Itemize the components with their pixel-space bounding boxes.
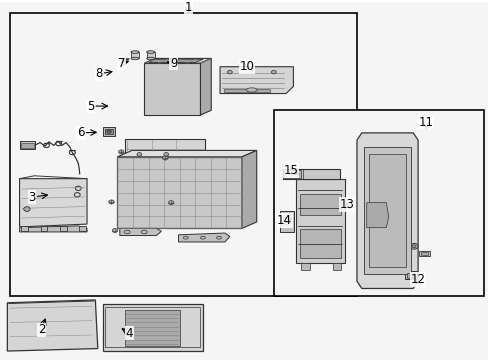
Polygon shape bbox=[20, 179, 87, 227]
Text: 6: 6 bbox=[77, 126, 84, 139]
Ellipse shape bbox=[112, 229, 117, 233]
Bar bbox=[284, 170, 301, 178]
Ellipse shape bbox=[216, 236, 221, 239]
Bar bbox=[418, 251, 429, 256]
Bar bbox=[273, 110, 483, 296]
Text: 12: 12 bbox=[410, 273, 425, 286]
Text: 9: 9 bbox=[169, 57, 177, 69]
Polygon shape bbox=[368, 154, 405, 267]
Ellipse shape bbox=[108, 200, 114, 204]
Ellipse shape bbox=[141, 230, 147, 234]
Polygon shape bbox=[149, 59, 203, 62]
Ellipse shape bbox=[200, 236, 205, 239]
Ellipse shape bbox=[106, 130, 111, 133]
Polygon shape bbox=[117, 150, 256, 157]
Text: 5: 5 bbox=[86, 100, 94, 113]
Ellipse shape bbox=[285, 221, 288, 222]
Polygon shape bbox=[332, 264, 341, 270]
Ellipse shape bbox=[137, 153, 142, 156]
Bar bbox=[21, 143, 34, 148]
Polygon shape bbox=[366, 203, 388, 228]
Bar bbox=[21, 226, 28, 231]
Polygon shape bbox=[200, 58, 211, 115]
Ellipse shape bbox=[131, 51, 139, 53]
Ellipse shape bbox=[246, 88, 257, 92]
Text: 10: 10 bbox=[239, 60, 254, 73]
Bar bbox=[104, 129, 113, 134]
Bar bbox=[102, 127, 115, 136]
Bar bbox=[117, 157, 242, 228]
Bar bbox=[279, 211, 294, 232]
Bar bbox=[124, 139, 205, 153]
Ellipse shape bbox=[271, 70, 276, 74]
Ellipse shape bbox=[163, 153, 168, 156]
Polygon shape bbox=[300, 264, 309, 270]
Bar bbox=[131, 52, 139, 58]
Text: 13: 13 bbox=[339, 198, 354, 211]
Bar bbox=[124, 310, 180, 346]
Polygon shape bbox=[242, 150, 256, 228]
Ellipse shape bbox=[183, 236, 188, 239]
Ellipse shape bbox=[168, 201, 174, 204]
Ellipse shape bbox=[146, 51, 154, 53]
Bar bbox=[299, 229, 340, 258]
Bar bbox=[404, 271, 416, 279]
Polygon shape bbox=[364, 147, 410, 274]
Bar bbox=[79, 226, 85, 231]
Polygon shape bbox=[144, 63, 200, 115]
Bar bbox=[295, 179, 344, 264]
Bar bbox=[20, 141, 35, 149]
Text: 4: 4 bbox=[125, 327, 133, 340]
Text: 1: 1 bbox=[184, 1, 192, 14]
Text: 2: 2 bbox=[38, 323, 45, 336]
Bar bbox=[146, 52, 154, 58]
Bar bbox=[299, 194, 340, 215]
Polygon shape bbox=[20, 226, 87, 232]
Ellipse shape bbox=[283, 219, 290, 224]
Ellipse shape bbox=[227, 70, 232, 74]
Bar bbox=[406, 273, 414, 278]
Text: 11: 11 bbox=[418, 116, 433, 129]
Polygon shape bbox=[220, 67, 293, 94]
Ellipse shape bbox=[411, 245, 415, 248]
Bar bbox=[102, 304, 203, 351]
Ellipse shape bbox=[131, 57, 139, 60]
Ellipse shape bbox=[409, 243, 417, 249]
Ellipse shape bbox=[23, 207, 30, 211]
Polygon shape bbox=[356, 133, 417, 288]
Text: 7: 7 bbox=[117, 57, 125, 69]
Polygon shape bbox=[144, 58, 211, 63]
Ellipse shape bbox=[119, 150, 124, 154]
Ellipse shape bbox=[124, 59, 128, 62]
Bar bbox=[224, 89, 269, 92]
Bar bbox=[41, 226, 47, 231]
Ellipse shape bbox=[162, 156, 168, 160]
Polygon shape bbox=[120, 228, 161, 235]
Bar bbox=[420, 252, 427, 255]
Text: 14: 14 bbox=[277, 214, 291, 227]
Text: 15: 15 bbox=[283, 164, 298, 177]
Bar bbox=[282, 168, 340, 179]
Polygon shape bbox=[178, 233, 229, 242]
Polygon shape bbox=[7, 300, 98, 351]
Text: 3: 3 bbox=[28, 191, 36, 204]
Bar bbox=[10, 13, 356, 296]
Bar bbox=[60, 226, 67, 231]
Ellipse shape bbox=[124, 230, 130, 234]
Ellipse shape bbox=[146, 57, 154, 60]
Text: 8: 8 bbox=[95, 67, 102, 80]
